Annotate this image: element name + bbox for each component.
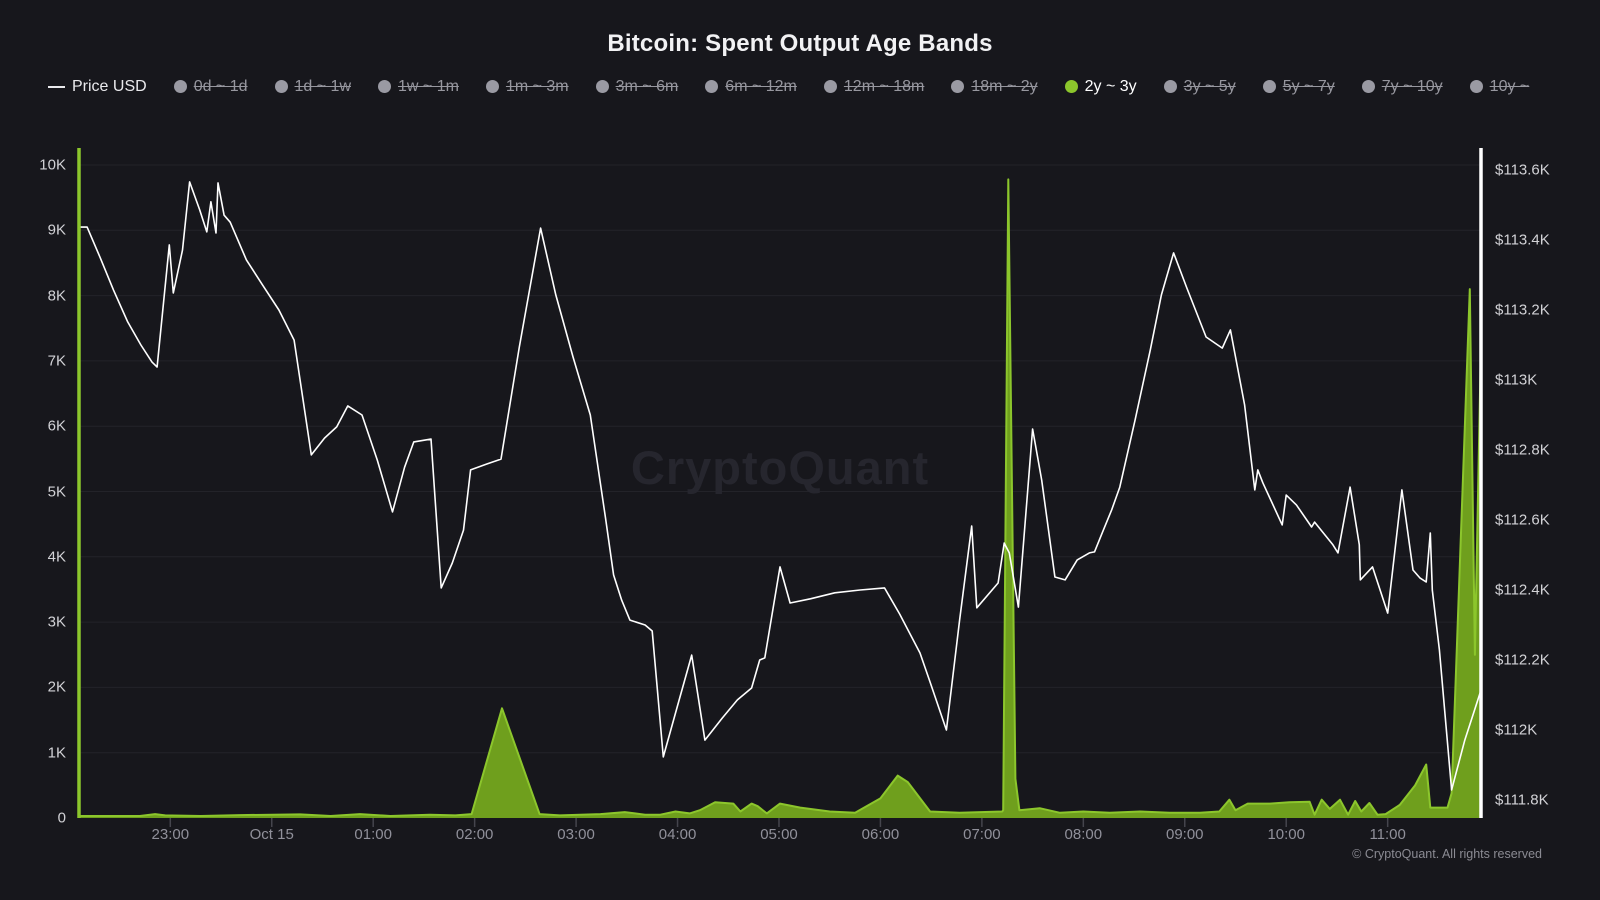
legend-item-6m-12m[interactable]: 6m ~ 12m (705, 76, 797, 97)
legend-item-label: 1d ~ 1w (294, 78, 351, 95)
y-axis-left-tick-label: 0 (57, 809, 66, 827)
x-axis-tick-label: 08:00 (1064, 826, 1103, 843)
legend-item-label: 3m ~ 6m (615, 78, 679, 95)
y-axis-left-tick-label: 9K (47, 221, 66, 239)
price-line (79, 181, 1481, 791)
legend-item-2y-3y[interactable]: 2y ~ 3y (1064, 76, 1137, 97)
inactive-band-dot-icon (485, 80, 499, 93)
legend-item-label: 1w ~ 1m (398, 78, 459, 95)
y-axis-left-tick-label: 6K (47, 417, 66, 435)
y-axis-right-tick-label: $112K (1495, 721, 1538, 739)
inactive-band-dot-icon (173, 80, 187, 93)
inactive-band-dot-icon (378, 80, 391, 93)
legend-item-18m-2y[interactable]: 18m ~ 2y (951, 76, 1038, 97)
age-band-outline (79, 178, 1481, 817)
x-axis-tick-label: 03:00 (557, 826, 595, 843)
inactive-band-dot-icon (705, 80, 719, 93)
inactive-band-dot-icon (1469, 80, 1483, 93)
y-axis-left-tick-label: 8K (47, 287, 66, 305)
inactive-band-dot-icon (823, 80, 837, 93)
inactive-band-dot-icon (1262, 80, 1276, 93)
legend-item-7y-10y[interactable]: 7y ~ 10y (1361, 76, 1443, 97)
y-axis-right-tick-label: $113.4K (1495, 231, 1550, 249)
x-axis-tick-label: 06:00 (861, 826, 900, 843)
x-axis-tick-label: 09:00 (1165, 826, 1204, 843)
legend-item-label: 5y ~ 7y (1282, 78, 1335, 95)
legend-item-1d-1w[interactable]: 1d ~ 1w (274, 76, 351, 97)
y-axis-left-tick-label: 1K (47, 744, 66, 762)
legend-item-label: 3y ~ 5y (1183, 78, 1236, 95)
legend-item-label: 10y ~ (1489, 78, 1530, 95)
y-axis-right-tick-label: $111.8K (1495, 791, 1549, 809)
x-axis-tick-label: 07:00 (963, 826, 1001, 843)
page-title: Bitcoin: Spent Output Age Bands (607, 30, 993, 57)
legend-item-label: 2y ~ 3y (1084, 78, 1137, 95)
legend-item-label: 18m ~ 2y (971, 78, 1038, 95)
active-band-dot-icon (1064, 80, 1078, 93)
legend-item-0d-1d[interactable]: 0d ~ 1d (173, 76, 248, 97)
y-axis-right-tick-label: $113K (1495, 371, 1538, 389)
legend-item-1m-3m[interactable]: 1m ~ 3m (485, 76, 569, 97)
legend-item-label: 0d ~ 1d (193, 78, 248, 95)
legend-item-3m-6m[interactable]: 3m ~ 6m (595, 76, 679, 97)
y-axis-left-tick-label: 7K (47, 352, 66, 370)
y-axis-right-tick-label: $112.8K (1495, 441, 1550, 459)
legend-item-5y-7y[interactable]: 5y ~ 7y (1262, 76, 1335, 97)
inactive-band-dot-icon (274, 80, 288, 93)
legend: Price USD 0d ~ 1d 1d ~ 1w 1w ~ 1m 1m ~ 3m 3m … (48, 76, 1558, 97)
x-axis-tick-label: 05:00 (760, 826, 798, 843)
y-axis-right-tick-label: $113.2K (1495, 301, 1550, 319)
legend-item-label: 1m ~ 3m (505, 78, 569, 95)
x-axis-tick-label: 11:00 (1369, 826, 1406, 843)
x-axis-tick-label: 01:00 (354, 826, 392, 843)
legend-item-label: 12m ~ 18m (843, 78, 925, 95)
inactive-band-dot-icon (951, 80, 965, 93)
copyright-text: © CryptoQuant. All rights reserved (1352, 847, 1542, 861)
y-axis-left-tick-label: 2K (47, 678, 66, 696)
y-axis-left-tick-label: 4K (47, 548, 66, 566)
y-axis-left-tick-label: 5K (47, 483, 66, 500)
inactive-band-dot-icon (595, 80, 609, 93)
x-axis-tick-label: 23:00 (151, 826, 190, 843)
x-axis-tick-label: Oct 15 (249, 826, 294, 843)
legend-item-label: 7y ~ 10y (1381, 78, 1443, 95)
legend-item-label: Price USD (72, 78, 147, 95)
inactive-band-dot-icon (1163, 80, 1177, 93)
x-axis-tick-label: 10:00 (1267, 826, 1305, 843)
legend-item-3y-5y[interactable]: 3y ~ 5y (1163, 76, 1236, 97)
legend-item-label: 6m ~ 12m (725, 78, 797, 95)
y-axis-left-tick-label: 10K (39, 156, 66, 174)
y-axis-right-tick-label: $113.6K (1495, 161, 1550, 179)
y-axis-right-tick-label: $112.4K (1495, 581, 1550, 599)
y-axis-right-tick-label: $112.2K (1495, 651, 1550, 669)
x-axis-tick-label: 04:00 (658, 826, 697, 843)
y-axis-left-tick-label: 3K (47, 613, 66, 631)
inactive-band-dot-icon (1361, 80, 1375, 93)
x-axis-tick-label: 02:00 (455, 826, 494, 843)
legend-item-1w-1m[interactable]: 1w ~ 1m (378, 76, 459, 97)
legend-item-12m-18m[interactable]: 12m ~ 18m (823, 76, 925, 97)
legend-item-10y[interactable]: 10y ~ (1469, 76, 1530, 97)
price-line-icon (48, 85, 65, 88)
y-axis-right-tick-label: $112.6K (1495, 511, 1550, 529)
legend-item-price-usd[interactable]: Price USD (48, 76, 147, 97)
